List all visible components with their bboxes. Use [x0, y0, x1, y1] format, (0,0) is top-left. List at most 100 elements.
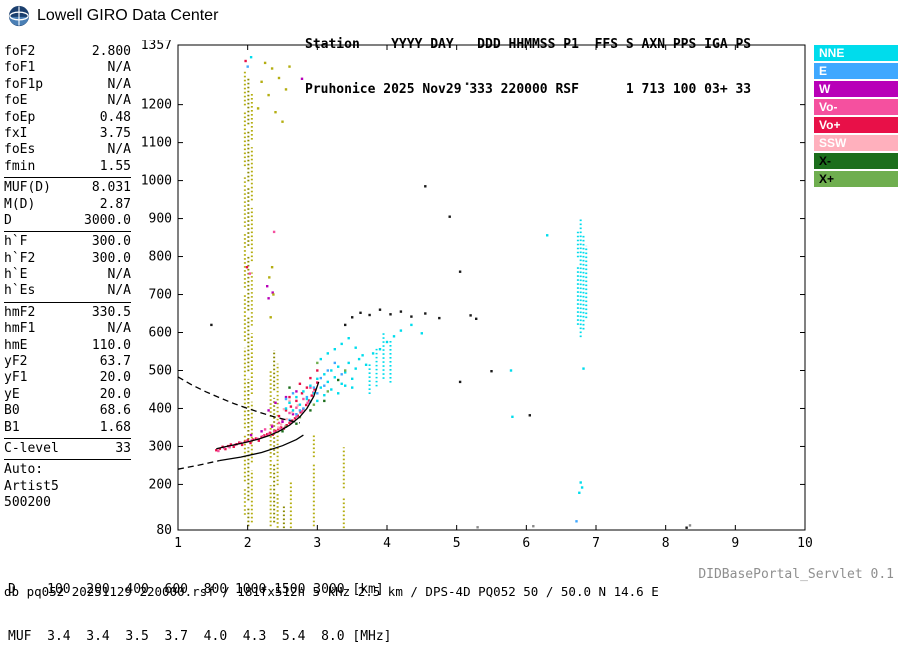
x-axis-tick-label: 5 [453, 536, 461, 551]
param-label: yF2 [4, 354, 28, 370]
param-row-hmE: hmE 110.0 [4, 338, 131, 354]
x-axis-tick-label: 3 [313, 536, 321, 551]
y-axis-tick-label: 700 [149, 288, 172, 303]
servlet-version-label: DIDBasePortal_Servlet 0.1 [698, 567, 894, 582]
param-row-foF1: foF1 N/A [4, 60, 131, 76]
muf-d-distance-row: D 100 200 400 600 800 1000 1500 3000 [km… [8, 582, 384, 597]
param-row-MD: M(D) 2.87 [4, 197, 131, 213]
legend-item-vo: Vo+ [814, 117, 898, 133]
y-axis-tick-label: 900 [149, 212, 172, 227]
param-value: 110.0 [91, 337, 131, 353]
param-row-fmin: fmin 1.55 [4, 159, 131, 175]
param-group: MUF(D) 8.031 M(D) 2.87 D 3000.0 [4, 180, 131, 233]
muf-transmission-curve [177, 376, 301, 424]
param-value: N/A [107, 321, 131, 337]
param-value: 0.48 [99, 109, 131, 125]
param-value: 20.0 [99, 386, 131, 402]
brand-bar: Lowell GIRO Data Center [8, 5, 218, 27]
y-axis-tick-label: 80 [156, 523, 172, 538]
autoscaler-line: Artist5 [4, 478, 59, 494]
param-value: 2.800 [91, 44, 131, 59]
param-label: B1 [4, 419, 20, 435]
autoscaler-block: Auto: Artist5 500200 [4, 462, 131, 513]
param-row-hF2: h`F2 300.0 [4, 251, 131, 267]
legend-item-ssw: SSW [814, 135, 898, 151]
param-value: N/A [107, 93, 131, 109]
giro-logo-icon[interactable] [8, 5, 30, 27]
y-axis-tick-label: 600 [149, 326, 172, 341]
legend-item-x: X+ [814, 171, 898, 187]
param-label: foE [4, 93, 28, 109]
axes-layer: 1 2 3 4 5 6 7 8 9 10 80 200 300 400 500 600 700 800 900 100… [141, 38, 813, 551]
param-row-hmF1: hmF1 N/A [4, 321, 131, 337]
true-height-profile [219, 434, 304, 462]
legend-item-x: X- [814, 153, 898, 169]
y-axis-tick-label: 200 [149, 477, 172, 492]
param-value: 33 [115, 440, 131, 456]
profile-extrapolated [177, 459, 220, 470]
echo-points-layer [210, 56, 692, 529]
param-label: foEs [4, 142, 36, 158]
param-row-B1: B1 1.68 [4, 420, 131, 436]
muf-d-muf-row: MUF 3.4 3.4 3.5 3.7 4.0 4.3 5.4 8.0 [MHz… [8, 628, 392, 644]
param-label: h`F2 [4, 250, 36, 266]
param-row-D: D 3000.0 [4, 213, 131, 229]
param-row-yE: yE 20.0 [4, 387, 131, 403]
muf-d-table: D 100 200 400 600 800 1000 1500 3000 [km… [8, 551, 392, 660]
x-axis-tick-label: 4 [383, 536, 391, 551]
y-axis-tick-label: 1357 [141, 40, 172, 53]
y-axis-tick-label: 500 [149, 363, 172, 378]
param-label: h`Es [4, 283, 36, 299]
param-value: 1.55 [99, 158, 131, 174]
param-label: foEp [4, 109, 36, 125]
param-label: B0 [4, 403, 20, 419]
param-row-foF1p: foF1p N/A [4, 77, 131, 93]
param-value: N/A [107, 60, 131, 76]
param-label: yE [4, 386, 20, 402]
param-row-Clevel: C-level 33 [4, 441, 131, 457]
param-value: 8.031 [91, 180, 131, 196]
param-group: h`F 300.0 h`F2 300.0 h`E N/A h`Es N/A [4, 234, 131, 303]
param-value: 330.5 [91, 304, 131, 320]
param-row-yF2: yF2 63.7 [4, 354, 131, 370]
x-axis-tick-label: 1 [174, 536, 182, 551]
x-axis-tick-label: 6 [522, 536, 530, 551]
legend-item-nne: NNE [814, 45, 898, 61]
param-label: MUF(D) [4, 180, 51, 196]
param-row-foF2: foF2 2.800 [4, 44, 131, 60]
x-axis-tick-label: 8 [662, 536, 670, 551]
param-label: fxI [4, 125, 28, 141]
param-label: h`E [4, 267, 28, 283]
param-label: C-level [4, 440, 59, 456]
y-axis-tick-label: 1100 [141, 136, 172, 151]
param-row-hEs: h`Es N/A [4, 283, 131, 299]
param-label: hmF1 [4, 321, 36, 337]
param-row-MUFD: MUF(D) 8.031 [4, 180, 131, 196]
measurement-status-line: db pq052 20251129 220000.rsf / 181fx512h… [4, 584, 659, 599]
x-axis-tick-label: 7 [592, 536, 600, 551]
brand-title[interactable]: Lowell GIRO Data Center [37, 7, 219, 24]
autoscaler-line: 500200 [4, 495, 51, 511]
param-group: hmF2 330.5 hmF1 N/A hmE 110.0 yF2 63.7 yF1 20.0 yE… [4, 305, 131, 439]
ionogram-plot: 1 2 3 4 5 6 7 8 9 10 80 200 300 400 500 600 700 800 900 100… [141, 38, 813, 551]
x-axis-tick-label: 9 [731, 536, 739, 551]
param-row-hE: h`E N/A [4, 267, 131, 283]
y-axis-tick-label: 300 [149, 439, 172, 454]
param-value: 20.0 [99, 370, 131, 386]
param-row-foEs: foEs N/A [4, 142, 131, 158]
param-value: 68.6 [99, 403, 131, 419]
y-axis-tick-label: 400 [149, 401, 172, 416]
param-row-B0: B0 68.6 [4, 403, 131, 419]
param-row-hF: h`F 300.0 [4, 234, 131, 250]
y-axis-tick-label: 1200 [141, 98, 172, 113]
legend-item-e: E [814, 63, 898, 79]
param-value: 3.75 [99, 125, 131, 141]
param-row-foE: foE N/A [4, 93, 131, 109]
param-value: N/A [107, 76, 131, 92]
param-label: hmE [4, 337, 28, 353]
param-label: M(D) [4, 196, 36, 212]
trace-curves-layer [177, 376, 320, 470]
param-row-foEp: foEp 0.48 [4, 110, 131, 126]
station-header-values: Pruhonice 2025 Nov29 333 220000 RSF 1 71… [305, 82, 752, 97]
param-row-yF1: yF1 20.0 [4, 370, 131, 386]
